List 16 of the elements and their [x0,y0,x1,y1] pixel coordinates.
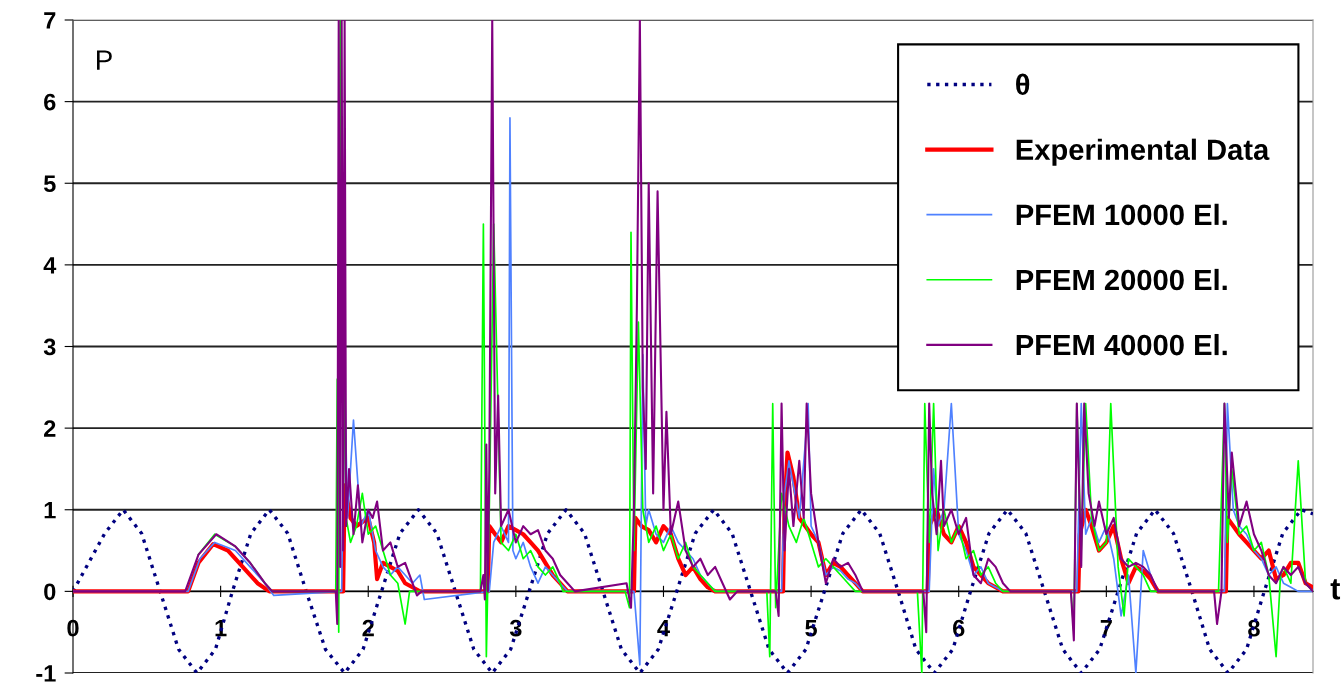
legend-label: PFEM 20000 El. [1016,268,1227,291]
y-tick-label: 4 [43,257,57,274]
y-tick-label: 2 [44,420,56,437]
y-tick-label: -1 [36,665,56,682]
y-tick-label: 5 [43,175,56,193]
y-tick-label: 1 [44,502,56,519]
legend-label: PFEM 10000 El. [1016,203,1227,226]
y-tick-label: 7 [44,12,56,29]
y-tick-label: 3 [43,338,56,356]
y-tick-label: 0 [44,583,56,601]
y-axis-title: P [97,50,112,70]
legend-label: Experimental Data [1016,138,1270,166]
x-axis-title: t [1330,579,1341,600]
legend-label: PFEM 40000 El. [1016,333,1227,356]
y-tick-label: 6 [44,93,56,111]
legend-label: θ [1016,73,1030,95]
